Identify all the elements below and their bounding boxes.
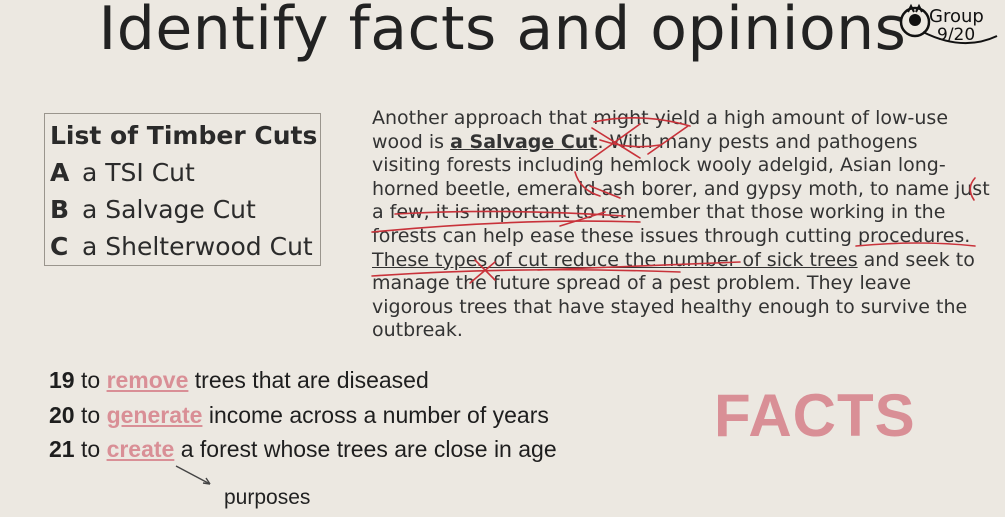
purpose-questions: 19 to remove trees that are diseased 20 … bbox=[49, 366, 557, 470]
question-number: 19 bbox=[49, 367, 75, 393]
reading-passage: Another approach that might yield a high… bbox=[372, 107, 992, 343]
cuts-list-heading: List of Timber Cuts bbox=[50, 121, 318, 150]
slide-title: Identify facts and opinions bbox=[98, 0, 907, 64]
question-21: 21 to create a forest whose trees are cl… bbox=[49, 435, 557, 470]
question-text: to bbox=[74, 401, 107, 428]
purposes-note: purposes bbox=[224, 486, 311, 509]
question-text: trees that are diseased bbox=[188, 367, 429, 393]
question-text: income across a number of years bbox=[202, 401, 549, 428]
question-keyword: create bbox=[106, 436, 175, 462]
cut-letter: C bbox=[50, 232, 69, 261]
question-keyword: generate bbox=[106, 401, 203, 428]
question-keyword: remove bbox=[106, 367, 189, 393]
cut-letter: B bbox=[50, 195, 70, 224]
cut-letter: A bbox=[50, 158, 70, 187]
passage-text: and seek to manage the future spread of … bbox=[372, 248, 975, 342]
question-19: 19 to remove trees that are diseased bbox=[49, 366, 557, 401]
cut-label: a Shelterwood Cut bbox=[82, 232, 313, 261]
question-number: 20 bbox=[49, 401, 75, 428]
cut-label: a TSI Cut bbox=[82, 158, 195, 187]
passage-emphasis-salvage-cut: a Salvage Cut bbox=[450, 130, 598, 153]
question-number: 21 bbox=[49, 436, 75, 462]
facts-label: FACTS bbox=[714, 382, 916, 449]
arrow-icon bbox=[175, 465, 211, 485]
question-text: to bbox=[74, 436, 107, 462]
passage-underlined-sentence: These types of cut reduce the number of … bbox=[372, 248, 858, 271]
group-logo: Group 9/20 bbox=[899, 3, 998, 45]
question-text: to bbox=[74, 367, 107, 393]
question-text: a forest whose trees are close in age bbox=[174, 436, 557, 462]
cut-label: a Salvage Cut bbox=[82, 195, 256, 224]
logo-line1: Group bbox=[929, 6, 984, 27]
question-20: 20 to generate income across a number of… bbox=[49, 401, 557, 436]
